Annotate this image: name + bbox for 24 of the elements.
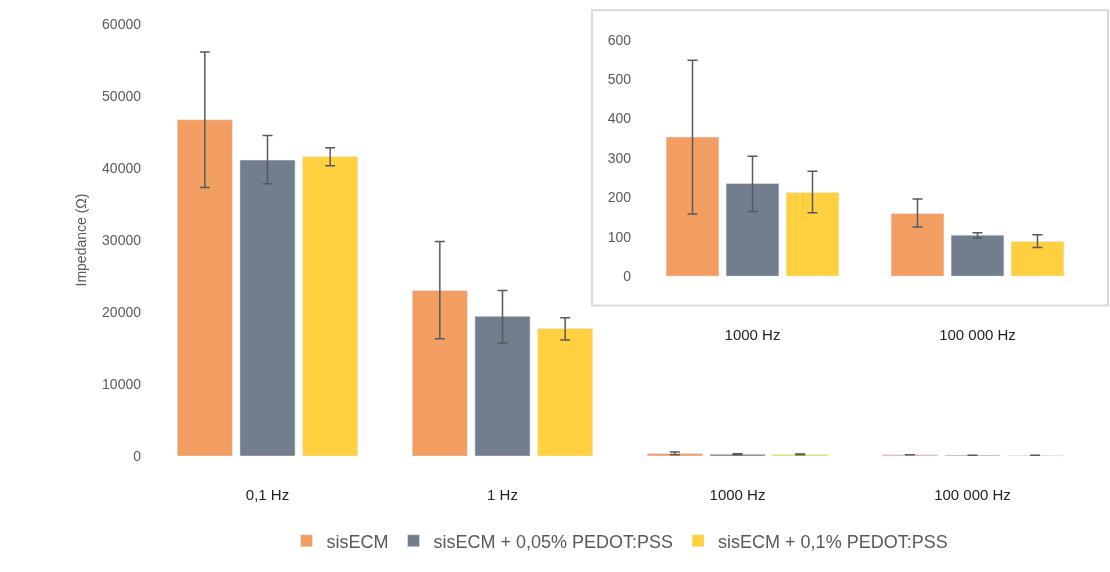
y-axis-title: Impedance (Ω)	[72, 193, 89, 287]
y-tick-label: 40000	[102, 159, 142, 176]
x-tick-label: 1000 Hz	[724, 326, 781, 344]
y-tick-label: 20000	[102, 303, 142, 320]
legend-label: sisECM	[326, 531, 389, 552]
y-tick-label: 200	[607, 189, 632, 206]
y-tick-label: 500	[607, 70, 632, 87]
y-tick-label: 400	[607, 110, 632, 127]
y-tick-label: 10000	[102, 375, 142, 392]
x-tick-label: 100 000 Hz	[939, 326, 1016, 344]
y-tick-label: 300	[607, 149, 632, 166]
legend-label: sisECM + 0,1% PEDOT:PSS	[718, 531, 948, 552]
x-tick-label: 1000 Hz	[709, 486, 766, 503]
x-tick-label: 0,1 Hz	[245, 486, 290, 503]
y-tick-label: 100	[607, 228, 632, 245]
y-tick-label: 600	[607, 31, 632, 48]
y-tick-label: 0	[133, 447, 142, 464]
x-tick-label: 100 000 Hz	[934, 486, 1011, 503]
legend-label: sisECM + 0,05% PEDOT:PSS	[433, 531, 674, 552]
y-tick-label: 60000	[102, 15, 142, 32]
y-tick-label: 30000	[102, 231, 142, 248]
y-tick-label: 0	[623, 268, 632, 285]
x-tick-label: 1 Hz	[487, 486, 518, 503]
y-tick-label: 50000	[102, 87, 142, 104]
